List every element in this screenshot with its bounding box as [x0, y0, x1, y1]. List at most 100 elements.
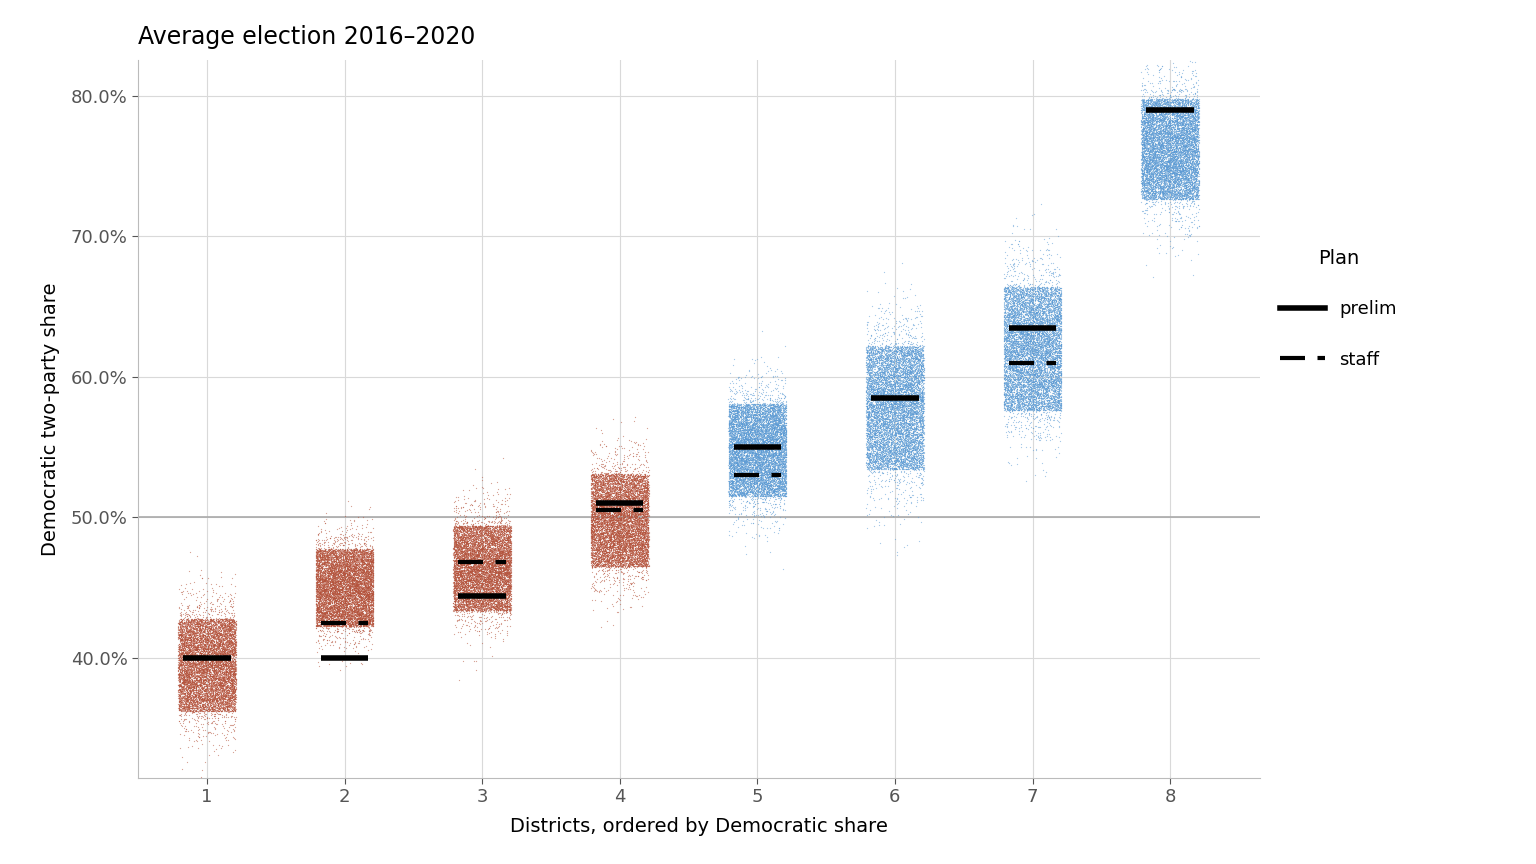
- Point: [197, 657, 221, 670]
- Point: [1143, 138, 1167, 152]
- Point: [482, 584, 507, 598]
- Point: [614, 528, 639, 542]
- Point: [1160, 84, 1184, 98]
- Point: [605, 488, 630, 502]
- Point: [1037, 356, 1061, 370]
- Point: [220, 608, 244, 622]
- Point: [1049, 337, 1074, 351]
- Point: [1155, 149, 1180, 162]
- Point: [479, 557, 504, 571]
- Point: [186, 659, 210, 673]
- Point: [594, 550, 619, 564]
- Point: [590, 511, 614, 525]
- Point: [728, 448, 753, 462]
- Point: [1000, 378, 1025, 392]
- Point: [1130, 168, 1155, 182]
- Point: [1001, 281, 1026, 295]
- Point: [495, 553, 519, 567]
- Point: [737, 464, 762, 478]
- Point: [876, 341, 900, 355]
- Point: [1001, 340, 1026, 354]
- Point: [879, 430, 903, 444]
- Point: [206, 632, 230, 646]
- Point: [1158, 100, 1183, 114]
- Point: [1170, 136, 1195, 149]
- Point: [330, 560, 355, 574]
- Point: [1146, 105, 1170, 119]
- Point: [759, 437, 783, 451]
- Point: [869, 422, 894, 435]
- Point: [316, 584, 341, 598]
- Point: [485, 593, 510, 607]
- Point: [995, 352, 1020, 365]
- Point: [730, 473, 754, 486]
- Point: [636, 536, 660, 550]
- Point: [1143, 187, 1167, 200]
- Point: [599, 528, 624, 542]
- Point: [194, 708, 218, 722]
- Point: [770, 373, 794, 387]
- Point: [444, 539, 468, 553]
- Point: [994, 419, 1018, 433]
- Point: [631, 537, 656, 551]
- Point: [1160, 107, 1184, 121]
- Point: [1035, 319, 1060, 333]
- Point: [323, 543, 347, 557]
- Point: [614, 492, 639, 506]
- Point: [900, 423, 925, 437]
- Point: [329, 583, 353, 597]
- Point: [338, 586, 362, 600]
- Point: [464, 564, 488, 578]
- Point: [874, 430, 899, 444]
- Point: [318, 594, 343, 608]
- Point: [450, 575, 475, 589]
- Point: [619, 480, 644, 494]
- Point: [204, 668, 229, 682]
- Point: [207, 645, 232, 659]
- Point: [631, 552, 656, 566]
- Point: [1186, 134, 1210, 148]
- Point: [209, 657, 233, 670]
- Point: [1183, 182, 1207, 196]
- Point: [464, 603, 488, 617]
- Point: [346, 598, 370, 612]
- Point: [997, 391, 1021, 404]
- Point: [616, 520, 641, 534]
- Point: [992, 359, 1017, 373]
- Point: [872, 416, 897, 430]
- Point: [876, 365, 900, 379]
- Point: [866, 447, 891, 461]
- Point: [1143, 187, 1167, 200]
- Point: [465, 559, 490, 573]
- Point: [215, 636, 240, 650]
- Point: [347, 543, 372, 557]
- Point: [455, 536, 479, 550]
- Point: [174, 654, 198, 668]
- Point: [194, 630, 218, 644]
- Point: [1011, 329, 1035, 343]
- Point: [326, 574, 350, 588]
- Point: [625, 490, 650, 504]
- Point: [1041, 395, 1066, 409]
- Point: [1172, 161, 1197, 175]
- Point: [751, 479, 776, 492]
- Point: [1178, 183, 1203, 197]
- Point: [192, 643, 217, 657]
- Point: [1026, 281, 1051, 295]
- Point: [498, 594, 522, 607]
- Point: [627, 557, 651, 571]
- Point: [608, 532, 633, 546]
- Point: [631, 552, 656, 566]
- Point: [355, 594, 379, 608]
- Point: [723, 476, 748, 490]
- Point: [189, 652, 214, 666]
- Point: [1130, 120, 1155, 134]
- Point: [203, 658, 227, 671]
- Point: [885, 426, 909, 440]
- Point: [1155, 124, 1180, 137]
- Point: [221, 679, 246, 693]
- Point: [857, 409, 882, 422]
- Point: [746, 422, 771, 435]
- Point: [462, 604, 487, 618]
- Point: [189, 656, 214, 670]
